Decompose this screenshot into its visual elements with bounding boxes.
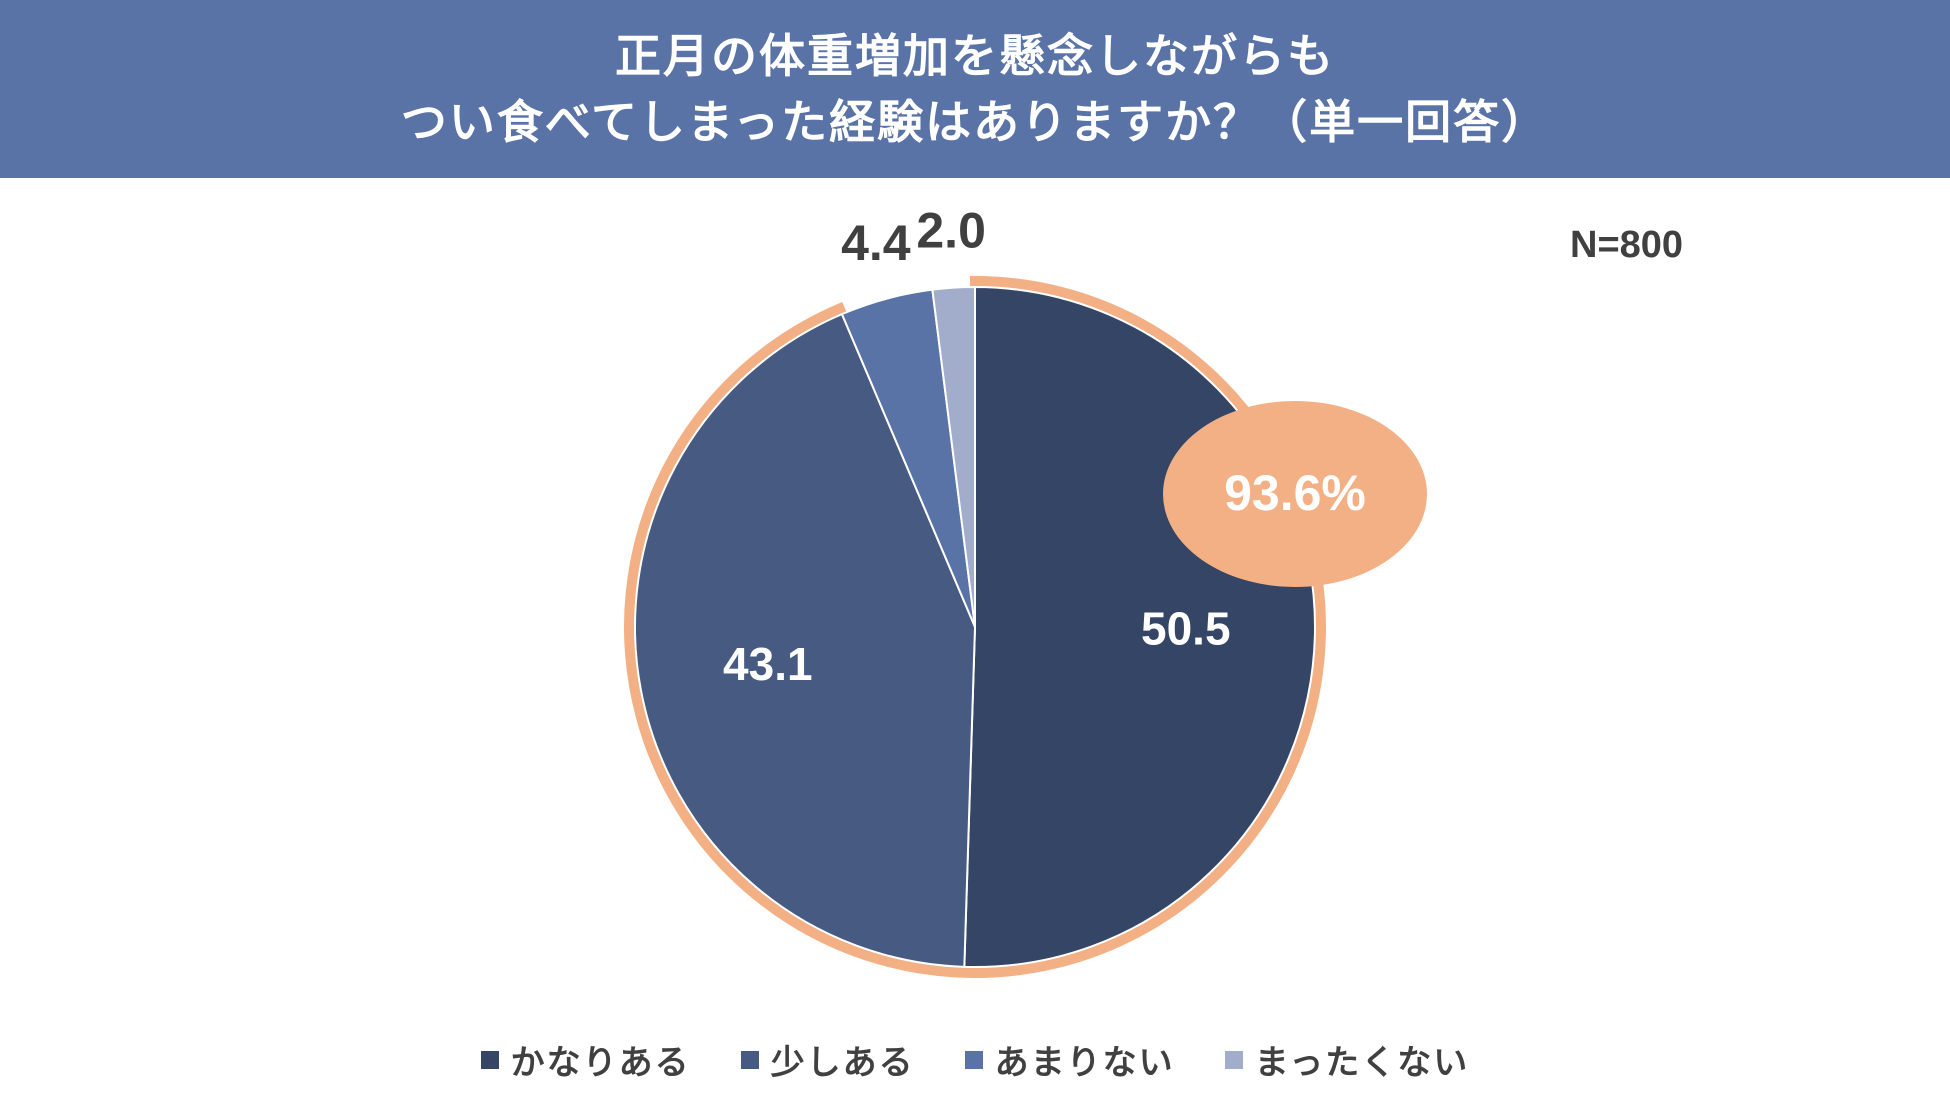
legend-label: かなりある (510, 1043, 691, 1083)
legend-item-3: あまりない (964, 1035, 1175, 1084)
legend-swatch (480, 1050, 499, 1069)
legend-item-1: かなりある (480, 1035, 691, 1084)
sample-size-label: N=800 (1570, 224, 1684, 266)
legend-swatch (740, 1050, 759, 1069)
legend-swatch (1224, 1050, 1243, 1069)
pie-slice-4 (931, 285, 976, 628)
pie-slice-1 (963, 285, 1316, 968)
legend-swatch (964, 1050, 983, 1069)
chart-title-line-2: つい食べてしまった経験はありますか？（単一回答） (400, 95, 1550, 149)
slice-value-label-2: 43.1 (723, 638, 813, 690)
total-callout-bubble (1163, 401, 1427, 587)
pie-slice-2 (634, 312, 977, 968)
slice-value-label-4: 2.0 (916, 203, 986, 259)
legend-item-2: 少しある (740, 1035, 915, 1084)
legend-label: あまりない (994, 1043, 1175, 1083)
slice-value-label-3: 4.4 (841, 215, 911, 271)
chart-title-line-1: 正月の体重増加を懸念しながらも (615, 29, 1335, 83)
legend-label: まったくない (1254, 1043, 1470, 1083)
legend-item-4: まったくない (1224, 1035, 1470, 1084)
title-banner: 正月の体重増加を懸念しながらも つい食べてしまった経験はありますか？（単一回答） (0, 0, 1950, 178)
legend-label: 少しある (770, 1043, 915, 1083)
chart-legend: かなりある 少しある あまりない まったくない (0, 1035, 1950, 1084)
slice-value-label-1: 50.5 (1141, 602, 1231, 654)
total-callout-text: 93.6% (1224, 465, 1366, 521)
